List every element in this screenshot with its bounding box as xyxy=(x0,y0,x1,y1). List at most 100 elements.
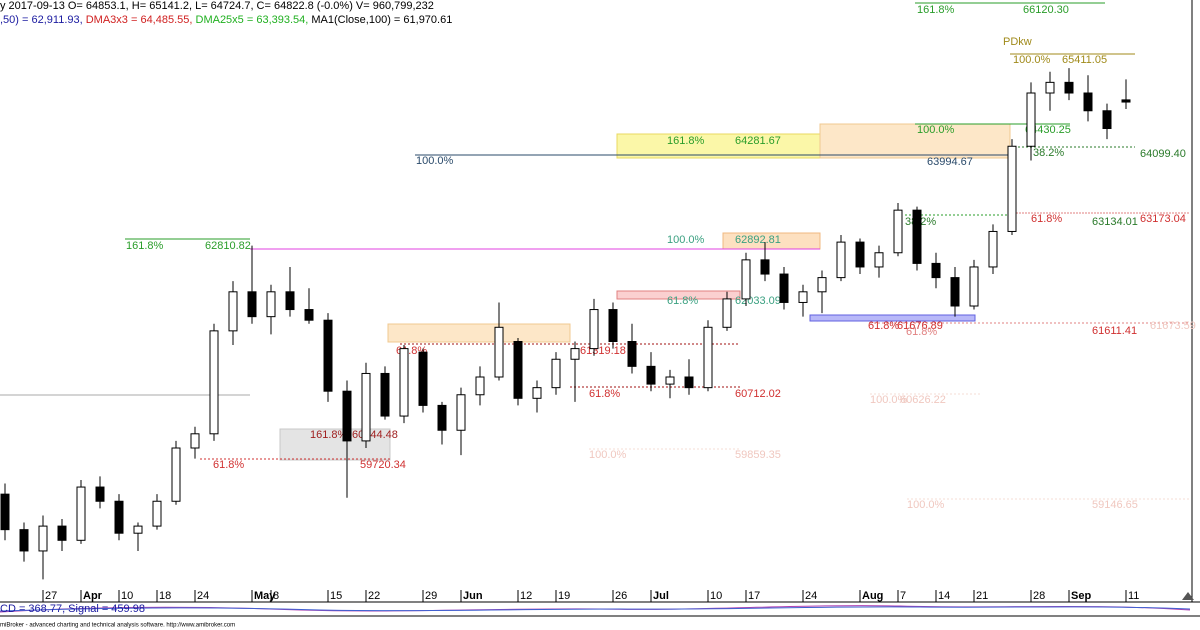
fib-label: PDkw xyxy=(1003,36,1032,48)
candle-body xyxy=(437,404,447,431)
fib-label: 60712.02 xyxy=(735,388,781,400)
candle-body xyxy=(665,376,675,385)
candle-body xyxy=(608,309,618,343)
fib-label: 61.8% xyxy=(667,295,698,307)
candle-body xyxy=(1121,99,1131,103)
fib-zone xyxy=(616,290,741,300)
indicator-legend: ,50) = 62,911.93, DMA3x3 = 64,485.55, DM… xyxy=(0,14,452,26)
x-tick-label: 10 xyxy=(710,590,722,602)
candle-body xyxy=(532,387,542,399)
candle-body xyxy=(475,376,485,396)
x-tick-label: 27 xyxy=(45,590,57,602)
fib-label: 64430.25 xyxy=(1025,124,1071,136)
fib-label: 65411.05 xyxy=(1062,54,1107,66)
footer: miBroker - advanced charting and technic… xyxy=(0,623,235,629)
candle-body xyxy=(627,341,637,367)
x-tick-label: Sep xyxy=(1071,590,1091,602)
candle-body xyxy=(760,259,770,275)
fib-label: 63994.67 xyxy=(927,156,973,168)
fib-label: 61611.41 xyxy=(1092,325,1137,337)
fib-label: 61676.89 xyxy=(897,320,943,332)
fib-label: 62892.81 xyxy=(735,234,781,246)
candle-body xyxy=(342,390,352,442)
candle-body xyxy=(570,348,580,360)
fib-label: 161.8% xyxy=(917,4,955,16)
candle-body xyxy=(836,241,846,279)
fib-label: 61.8% xyxy=(1031,213,1062,225)
fib-label: 38.2% xyxy=(1033,147,1064,159)
candle-body xyxy=(1064,81,1074,94)
fib-label: 64281.67 xyxy=(735,135,781,147)
fib-label: 100.0% xyxy=(416,155,454,167)
candle-body xyxy=(19,529,29,552)
candle-body xyxy=(912,209,922,264)
candle-body xyxy=(1026,92,1036,147)
fib-label: 161.8% xyxy=(667,135,705,147)
fib-label: 161.8% xyxy=(310,429,348,441)
fib-label: 100.0% xyxy=(1013,54,1051,66)
x-tick-label: 15 xyxy=(330,590,342,602)
fib-label: 64099.40 xyxy=(1140,148,1186,160)
fib-label: 60626.22 xyxy=(900,394,946,406)
candle-body xyxy=(722,298,732,328)
legend-entry: DMA25x5 = 63,393.54, xyxy=(196,14,312,26)
fib-label: 60144.48 xyxy=(352,429,398,441)
fib-label: 59859.35 xyxy=(735,449,781,461)
candle-body xyxy=(152,500,162,527)
fib-label: 161.8% xyxy=(126,240,164,252)
candle-body xyxy=(1007,145,1017,232)
x-tick-label: 26 xyxy=(615,590,627,602)
candle-body xyxy=(589,309,599,350)
fib-label: 61.8% xyxy=(868,320,899,332)
fib-label: 61.8% xyxy=(906,326,937,338)
candle-body xyxy=(494,326,504,378)
candle-body xyxy=(380,372,390,417)
x-tick-label: 24 xyxy=(197,590,209,602)
candle-body xyxy=(0,493,10,531)
candle-body xyxy=(266,291,276,318)
candle-body xyxy=(285,291,295,311)
candle-body xyxy=(418,351,428,406)
candle-body xyxy=(551,358,561,389)
candle-body xyxy=(741,259,751,300)
fib-zone xyxy=(279,428,391,461)
candle-body xyxy=(798,291,808,303)
x-tick-label: Aug xyxy=(862,590,883,602)
candle-body xyxy=(779,273,789,303)
x-tick-label: 24 xyxy=(805,590,817,602)
candle-body xyxy=(114,500,124,534)
fib-label: 59146.65 xyxy=(1092,499,1138,511)
fib-zone xyxy=(387,323,571,343)
fib-label: 63173.04 xyxy=(1140,213,1186,225)
candle-body xyxy=(684,376,694,389)
candle-body xyxy=(190,433,200,449)
candle-body xyxy=(399,348,409,417)
candle-body xyxy=(228,291,238,332)
x-tick-label: Jun xyxy=(463,590,483,602)
x-tick-label: 19 xyxy=(558,590,570,602)
candle-body xyxy=(893,209,903,254)
candle-body xyxy=(1102,110,1112,130)
legend-entry: MA1(Close,100) = 61,970.61 xyxy=(311,14,452,26)
candle-body xyxy=(931,262,941,279)
fib-zone xyxy=(819,123,1011,159)
fib-lines xyxy=(0,2,1190,500)
candle-body xyxy=(988,230,998,268)
candle-body xyxy=(361,372,371,442)
candle-body xyxy=(855,241,865,268)
x-tick-label: 21 xyxy=(976,590,988,602)
x-tick-label: 7 xyxy=(900,590,906,602)
candle-body xyxy=(247,291,257,318)
candle-body xyxy=(95,486,105,502)
candle-body xyxy=(76,486,86,541)
header-line: y 2017-09-13 O= 64853.1, H= 65141.2, L= … xyxy=(0,0,434,12)
candle-body xyxy=(304,309,314,321)
fib-label: 100.0% xyxy=(907,499,945,511)
candle-body xyxy=(323,319,333,392)
candle-body xyxy=(209,330,219,435)
signal-line xyxy=(0,606,1191,612)
fib-label: 100.0% xyxy=(589,449,627,461)
x-tick-label: 17 xyxy=(748,590,760,602)
